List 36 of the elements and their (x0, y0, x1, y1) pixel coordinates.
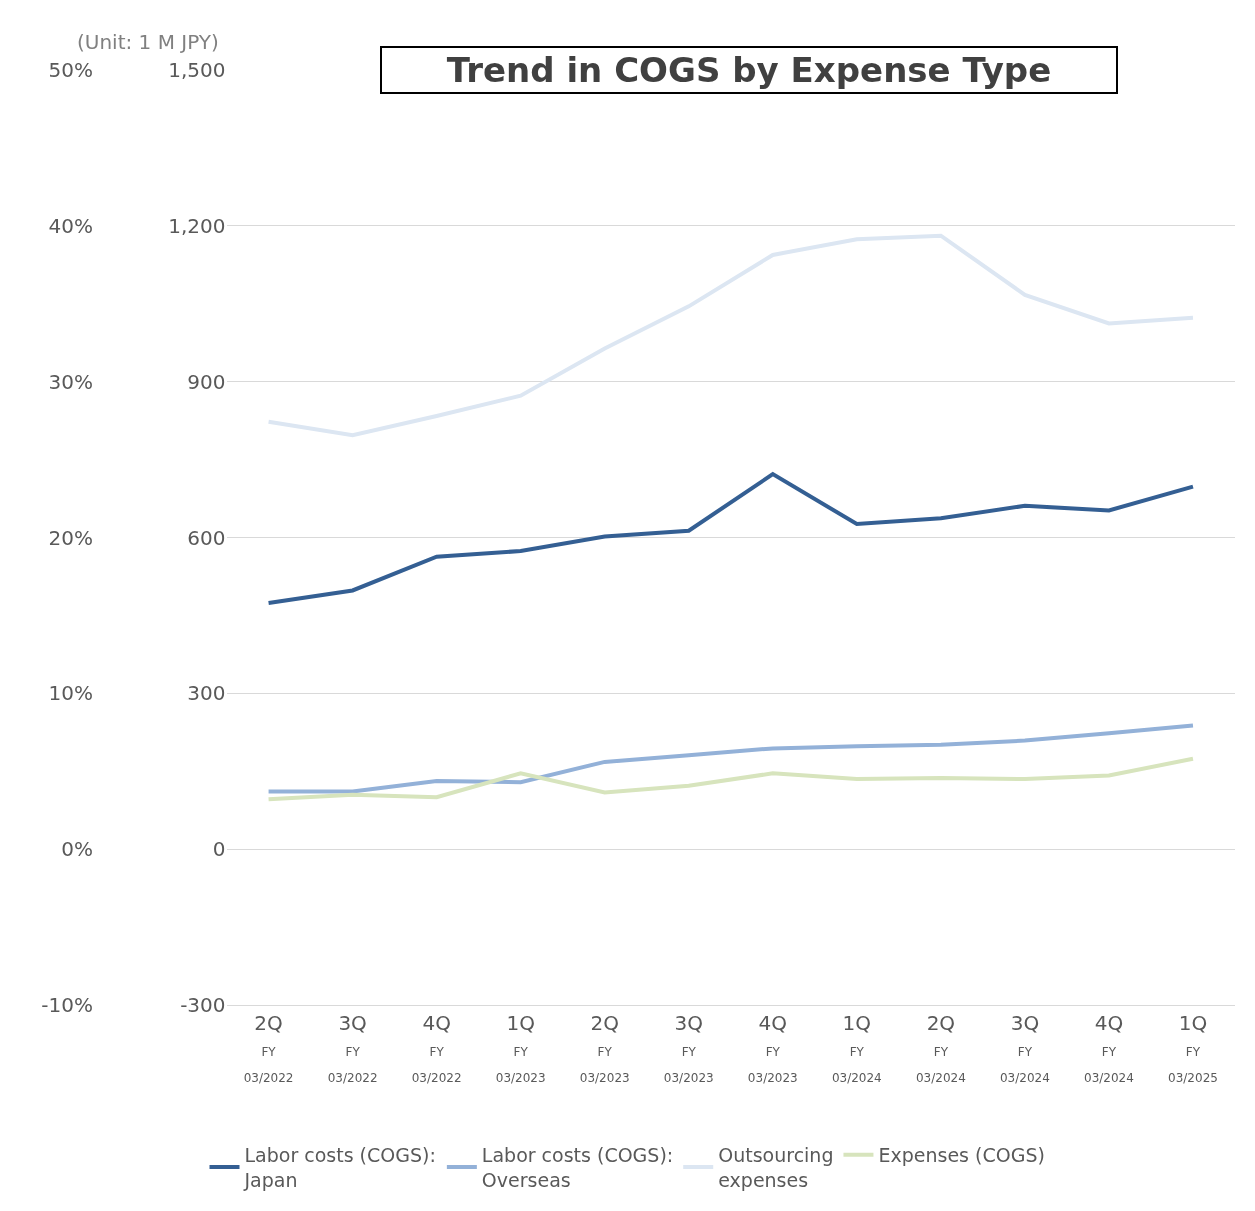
y-tick-label: -300 (180, 993, 226, 1017)
x-tick-label: 4Q FY 03/2022 (411, 1011, 462, 1085)
text: (Unit: 1 M JPY) (77, 30, 219, 54)
y-tick-label: 0 (212, 837, 226, 862)
legend-label: Labor costs (COGS): Japan (243, 1144, 436, 1191)
x-tick-label: 3Q FY 03/2023 (663, 1011, 714, 1085)
line-series (266, 472, 1195, 605)
legend-label: Labor costs (COGS): Overseas (481, 1144, 674, 1191)
x-tick-label: 4Q FY 03/2024 (1084, 1011, 1134, 1085)
y-tick-label: 300 (187, 681, 226, 706)
y-tick-label: 900 (187, 369, 226, 394)
x-tick-label: 2Q FY 03/2024 (915, 1011, 966, 1085)
x-tick-label: 3Q FY 03/2022 (327, 1011, 378, 1085)
x-tick-label: 1Q FY 03/2023 (495, 1011, 546, 1085)
y-tick-label: 1,500 (168, 58, 226, 82)
y2-tick-label: 10% (48, 681, 93, 706)
x-tick-label: 2Q FY 03/2022 (243, 1011, 294, 1085)
y2-tick-label: 50% (48, 58, 93, 82)
y-tick-label: 1,200 (168, 213, 226, 238)
y2-tick-label: 0% (61, 837, 93, 862)
chart-title: Trend in COGS by Expense Type (446, 50, 1052, 90)
legend-label: Outsourcing expenses (718, 1144, 834, 1191)
y2-tick-label: 40% (48, 213, 93, 238)
line-series (266, 233, 1195, 438)
legend-label: Expenses (COGS) (878, 1144, 1045, 1167)
y2-tick-label: 30% (48, 369, 93, 394)
x-tick-label: 3Q FY 03/2024 (999, 1011, 1050, 1085)
x-tick-label: 4Q FY 03/2023 (747, 1011, 798, 1085)
line-series (266, 723, 1195, 794)
y2-tick-label: 20% (48, 525, 93, 550)
line-series (266, 756, 1195, 802)
x-tick-label: 1Q FY 03/2025 (1168, 1011, 1218, 1085)
y-tick-label: 600 (187, 525, 226, 550)
x-tick-label: 1Q FY 03/2024 (831, 1011, 882, 1085)
y2-tick-label: -10% (41, 993, 93, 1017)
x-tick-label: 2Q FY 03/2023 (579, 1011, 630, 1085)
